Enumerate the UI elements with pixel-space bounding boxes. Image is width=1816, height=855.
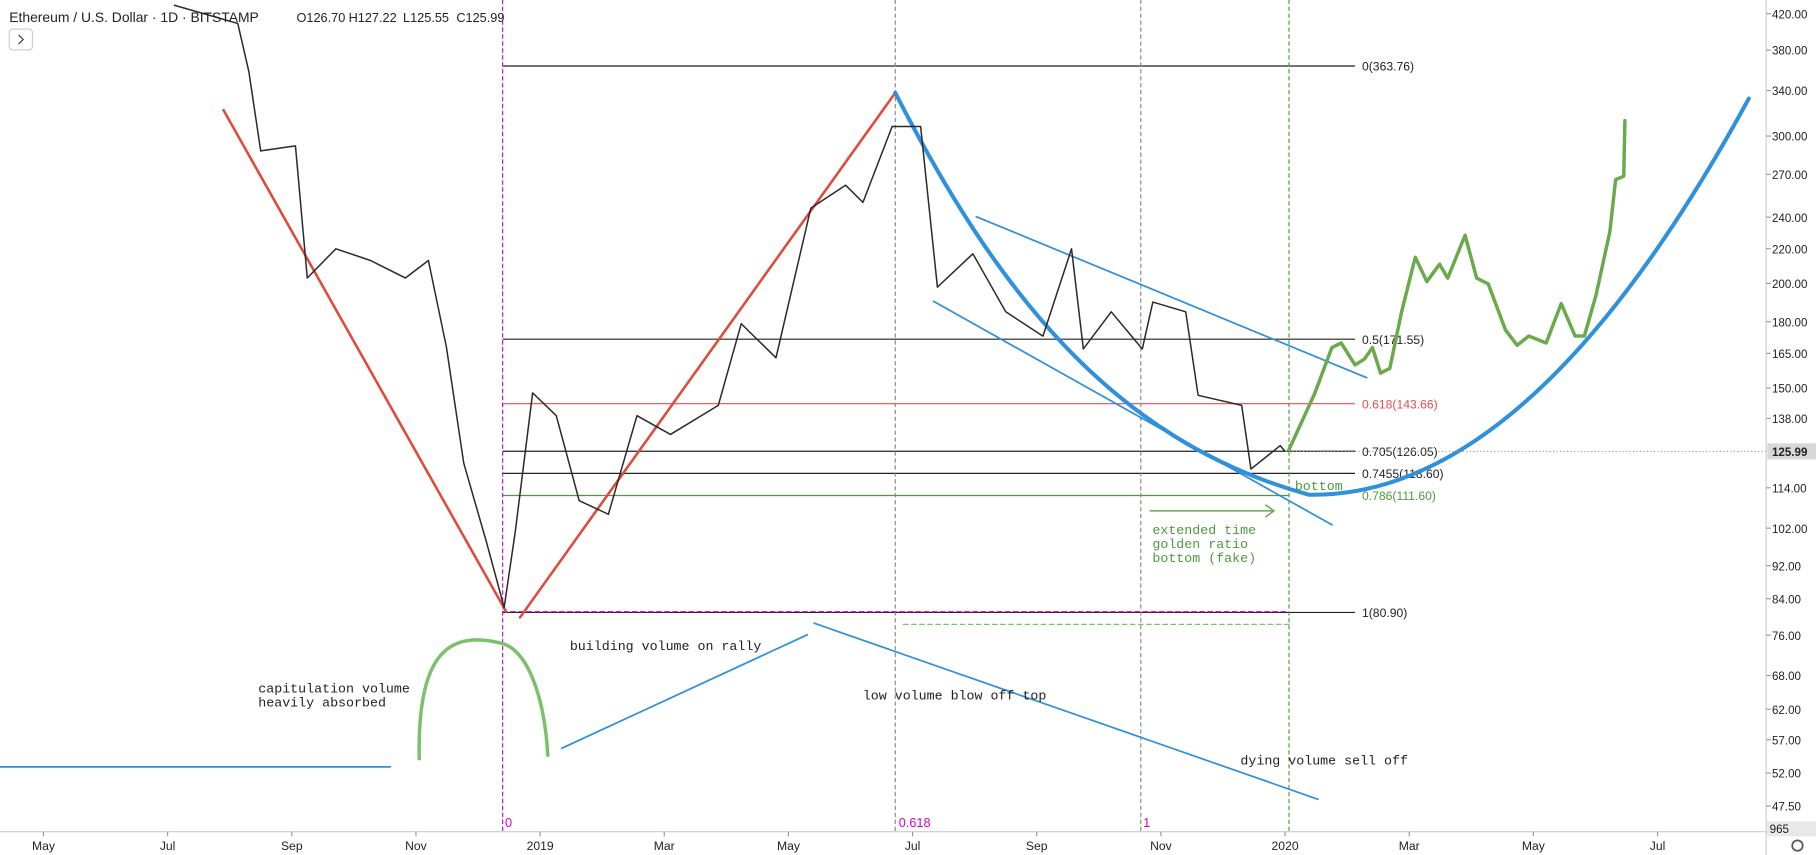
fib-label: 0.786(111.60): [1362, 489, 1436, 503]
fib-label: 0.705(126.05): [1362, 445, 1438, 459]
data-layer: [173, 4, 1767, 609]
y-tick-label: 340.00: [1772, 86, 1807, 98]
y-tick-label: 220.00: [1772, 244, 1807, 256]
ohlc-close: C125.99: [456, 10, 504, 25]
fib-label: 0.5(171.55): [1362, 333, 1424, 347]
x-tick-label: Mar: [654, 839, 675, 853]
y-tick-label: 270.00: [1772, 170, 1807, 182]
y-tick-label: 52.00: [1772, 769, 1801, 781]
annotation: low volume blow off top: [863, 689, 1047, 704]
volume-line: [560, 633, 809, 750]
annotation: bottom (fake): [1152, 551, 1256, 566]
channel-line: [932, 300, 1333, 526]
y-tick-label: 68.00: [1772, 671, 1801, 683]
annotation: capitulation volume: [258, 682, 410, 697]
price-line: [173, 4, 1286, 609]
price-axis-bg: [1766, 0, 1816, 855]
y-tick-label: 114.00: [1772, 483, 1807, 495]
grid-layer: 0(363.76) 0.5(171.55) 0.618(143.66) 0.705(1…: [502, 60, 1444, 620]
y-tick-label: 92.00: [1772, 561, 1801, 573]
volume-label: 965: [1770, 824, 1789, 836]
volume-label-bg: [1767, 821, 1816, 837]
y-tick-label: 102.00: [1772, 524, 1807, 536]
x-tick-label: May: [777, 839, 801, 853]
y-tick-label: 76.00: [1772, 631, 1801, 643]
y-tick-label: 380.00: [1772, 46, 1807, 58]
ohlc-high: H127.22: [349, 10, 397, 25]
expand-button[interactable]: [8, 28, 34, 51]
y-tick-label: 57.00: [1772, 735, 1801, 747]
y-tick-label: 200.00: [1772, 279, 1807, 291]
annotation: heavily absorbed: [258, 696, 386, 711]
trend-line: [518, 91, 897, 619]
ohlc-open: O126.70: [296, 10, 345, 25]
annotation: bottom: [1295, 479, 1343, 494]
symbol: Ethereum / U.S. Dollar · 1D · BITSTAMP: [9, 9, 259, 25]
drawings: [0, 0, 1751, 833]
ohlc-low: L125.55: [403, 10, 449, 25]
x-tick-label: May: [32, 839, 56, 853]
x-tick-label: Jul: [160, 839, 176, 853]
y-tick-label: 420.00: [1772, 9, 1807, 21]
y-tick-label: 165.00: [1772, 349, 1807, 361]
trend-line: [222, 108, 508, 613]
x-tick-label: Nov: [405, 839, 428, 853]
annotation: building volume on rally: [570, 639, 762, 654]
x-tick-label: Sep: [281, 839, 303, 853]
x-tick-label: Jul: [1650, 839, 1666, 853]
x-tick-label: Mar: [1399, 839, 1420, 853]
arrow: [1149, 504, 1276, 518]
y-tick-label: 150.00: [1772, 384, 1807, 396]
x-tick-label: Jul: [905, 839, 921, 853]
time-marker-label: 0: [505, 815, 512, 830]
fib-label: 0(363.76): [1362, 60, 1414, 74]
y-tick-label: 138.00: [1772, 414, 1807, 426]
y-tick-label: 300.00: [1772, 132, 1807, 144]
x-tick-label: Sep: [1026, 839, 1048, 853]
x-tick-label: 2019: [527, 839, 554, 853]
chevron-icon: [18, 34, 24, 45]
fib-label: 1(80.90): [1362, 606, 1407, 620]
x-tick-label: May: [1522, 839, 1546, 853]
annotation: extended time: [1152, 523, 1256, 538]
last-price-box: [1767, 443, 1816, 460]
y-tick-label: 84.00: [1772, 594, 1801, 606]
channel-line: [975, 215, 1368, 379]
fib-label: 0.618(143.66): [1362, 397, 1438, 411]
volume-line: [813, 622, 1319, 801]
parabolic-curve: [893, 90, 1751, 497]
x-tick-label: Nov: [1150, 839, 1173, 853]
projection-path: [1287, 118, 1627, 452]
y-tick-label: 240.00: [1772, 213, 1807, 225]
time-marker-label: 1: [1143, 815, 1150, 830]
y-tick-label: 62.00: [1772, 705, 1801, 717]
settings-icon[interactable]: [1791, 839, 1804, 852]
volume-arch: [417, 638, 550, 761]
x-tick-label: 2020: [1272, 839, 1299, 853]
y-tick-label: 47.50: [1772, 802, 1801, 814]
annotation: golden ratio: [1152, 537, 1248, 552]
axis-layer: 420.00 380.00 340.00 300.00 270.00 240.00 220.…: [32, 9, 1816, 853]
y-tick-label: 180.00: [1772, 317, 1807, 329]
last-price-label: 125.99: [1772, 447, 1808, 459]
time-marker-label: 0.618: [899, 815, 931, 830]
annotation: dying volume sell off: [1240, 754, 1408, 769]
